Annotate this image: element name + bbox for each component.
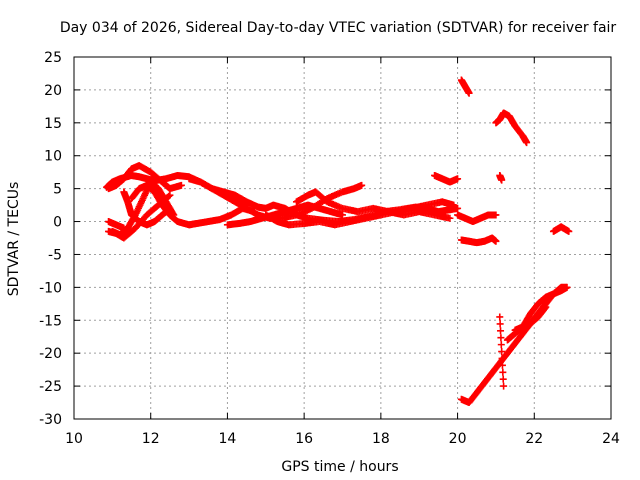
data-point xyxy=(454,204,462,212)
chart-title: Day 034 of 2026, Sidereal Day-to-day VTE… xyxy=(60,20,617,36)
data-point xyxy=(496,313,504,321)
x-tick-label: 16 xyxy=(295,431,313,447)
data-point xyxy=(523,139,531,147)
x-tick-label: 18 xyxy=(372,431,390,447)
y-tick-label: 15 xyxy=(44,116,62,132)
data-point xyxy=(358,181,366,189)
data-point-trace xyxy=(497,334,505,342)
x-tick-label: 10 xyxy=(65,431,83,447)
data-point-trace xyxy=(499,368,507,376)
data-point xyxy=(177,181,185,189)
data-point-trace xyxy=(498,348,506,356)
data-point xyxy=(120,224,128,232)
data-point xyxy=(565,227,573,235)
data-point xyxy=(542,303,550,311)
data-point xyxy=(454,175,462,183)
data-point xyxy=(166,191,174,199)
data-point xyxy=(498,176,506,184)
x-tick-label: 14 xyxy=(219,431,237,447)
y-tick-label: -5 xyxy=(48,247,62,263)
data-point-trace xyxy=(497,341,505,349)
data-point xyxy=(563,283,571,291)
data-point-trace xyxy=(497,327,505,335)
y-tick-label: -15 xyxy=(39,313,62,329)
x-tick-label: 24 xyxy=(602,431,620,447)
grid-lines xyxy=(74,57,611,419)
y-tick-label: 20 xyxy=(44,83,62,99)
data-points xyxy=(103,76,573,407)
y-axis-label: SDTVAR / TECUs xyxy=(6,182,22,297)
data-point-trace xyxy=(496,320,504,328)
y-tick-label: -10 xyxy=(39,280,62,296)
x-tick-label: 20 xyxy=(449,431,467,447)
axis-ticks: 10 12 14 16 18 20 22 24 -30 -25 -20 -15 -10 -5 0 5 10 15 2… xyxy=(39,50,620,447)
y-tick-label: -30 xyxy=(39,412,62,428)
data-point xyxy=(465,89,473,97)
data-point xyxy=(500,382,508,390)
data-point-trace xyxy=(498,354,506,362)
data-point-trace xyxy=(498,361,506,369)
y-tick-label: 5 xyxy=(53,182,62,198)
data-point xyxy=(492,237,500,245)
y-tick-label: 25 xyxy=(44,50,62,66)
data-point xyxy=(492,211,500,219)
plot-frame xyxy=(73,56,612,420)
data-point-trace xyxy=(165,192,173,200)
data-point xyxy=(170,211,178,219)
x-axis-label: GPS time / hours xyxy=(281,459,398,475)
data-point xyxy=(166,204,174,212)
x-tick-label: 22 xyxy=(525,431,543,447)
y-tick-label: -20 xyxy=(39,346,62,362)
data-point xyxy=(450,201,458,209)
y-tick-label: 10 xyxy=(44,149,62,165)
y-tick-label: 0 xyxy=(53,215,62,231)
data-point-trace xyxy=(499,375,507,383)
x-tick-label: 12 xyxy=(142,431,160,447)
y-tick-label: -25 xyxy=(39,379,62,395)
data-point xyxy=(339,211,346,219)
data-point xyxy=(446,214,454,222)
